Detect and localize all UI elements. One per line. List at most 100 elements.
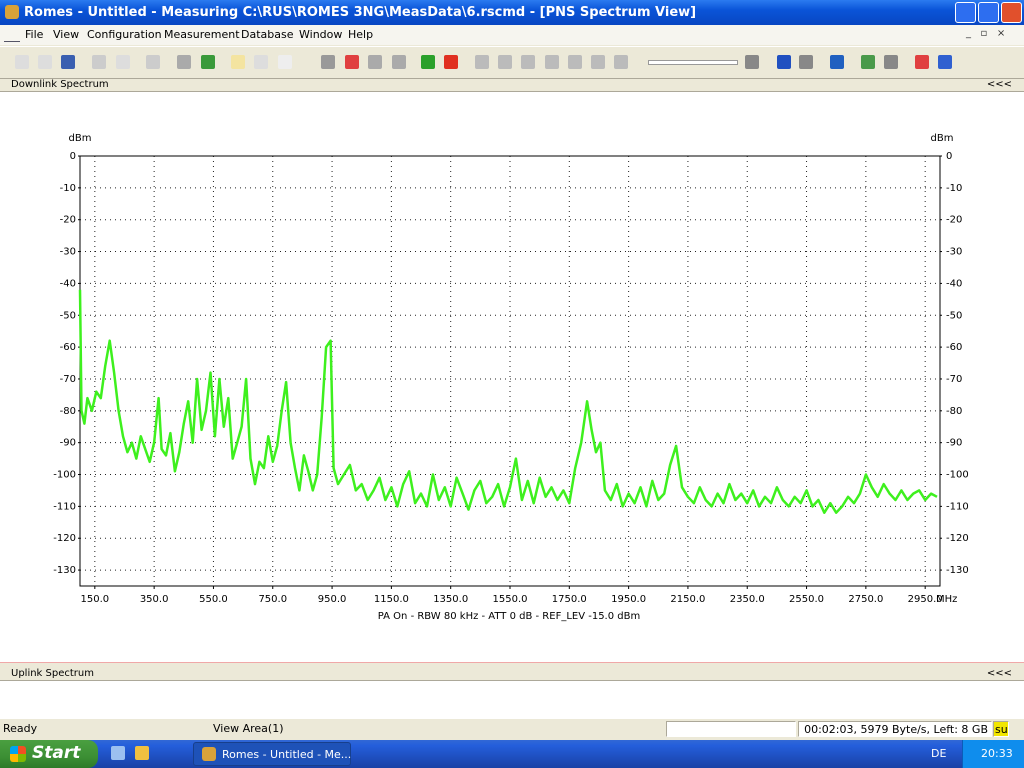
x-tick-label: 1350.0	[433, 594, 468, 605]
quick-launch-icon[interactable]	[111, 746, 125, 760]
mdi-buttons[interactable]: _ ▫ ×	[966, 28, 1006, 39]
status-view-area: View Area(1)	[210, 721, 664, 737]
y-tick-label: -110	[53, 501, 76, 512]
toolbar-button[interactable]	[884, 55, 898, 69]
status-field	[666, 721, 796, 737]
y2-tick-label: -10	[946, 183, 962, 194]
y-axis-label: dBm	[69, 133, 92, 144]
toolbar-button[interactable]	[568, 55, 582, 69]
y-tick-label: -40	[60, 278, 76, 289]
toolbar-button[interactable]	[201, 55, 215, 69]
y2-tick-label: -20	[946, 215, 962, 226]
close-button[interactable]	[1001, 2, 1022, 23]
quick-launch-icon[interactable]	[135, 746, 149, 760]
y-tick-label: -120	[53, 533, 76, 544]
y2-tick-label: -30	[946, 247, 962, 258]
y2-tick-label: -60	[946, 342, 962, 353]
x-tick-label: 2350.0	[730, 594, 765, 605]
y-tick-label: -80	[60, 406, 76, 417]
toolbar-button[interactable]	[421, 55, 435, 69]
language-indicator[interactable]: DE	[931, 747, 947, 760]
app-icon	[5, 5, 19, 19]
spectrum-line	[78, 289, 938, 514]
menu-item[interactable]: Help	[348, 28, 374, 41]
toolbar-button[interactable]	[521, 55, 535, 69]
x-tick-label: 950.0	[318, 594, 347, 605]
y-tick-label: -30	[60, 247, 76, 258]
x-tick-label: 150.0	[81, 594, 110, 605]
toolbar-button[interactable]	[777, 55, 791, 69]
uplink-area	[0, 681, 1024, 719]
system-tray: 20:33	[962, 740, 1024, 768]
menu-item[interactable]: Window	[299, 28, 343, 41]
toolbar-button[interactable]	[475, 55, 489, 69]
maximize-button[interactable]	[978, 2, 999, 23]
toolbar-button[interactable]	[591, 55, 605, 69]
toolbar-button[interactable]	[254, 55, 268, 69]
toolbar-button[interactable]	[278, 55, 292, 69]
toolbar-button[interactable]	[915, 55, 929, 69]
minimize-button[interactable]	[955, 2, 976, 23]
task-label: Romes - Untitled - Me...	[222, 748, 352, 761]
menu-bar: _ ▫ × File View Configuration Measurement Da…	[0, 25, 1024, 45]
y2-tick-label: -120	[946, 533, 969, 544]
toolbar-button[interactable]	[498, 55, 512, 69]
y2-tick-label: -90	[946, 438, 962, 449]
x-tick-label: 750.0	[258, 594, 287, 605]
x-tick-label: 2550.0	[789, 594, 824, 605]
toolbar-button[interactable]	[15, 55, 29, 69]
title-bar: Romes - Untitled - Measuring C:\RUS\ROME…	[0, 0, 1024, 25]
toolbar-button[interactable]	[545, 55, 559, 69]
y2-tick-label: -110	[946, 501, 969, 512]
status-info: 00:02:03, 5979 Byte/s, Left: 8 GB	[798, 721, 992, 737]
toolbar-button[interactable]	[231, 55, 245, 69]
slider[interactable]	[648, 60, 738, 65]
taskbar: Start Romes - Untitled - Me... DE 20:33	[0, 740, 1024, 768]
toolbar	[0, 46, 1024, 79]
status-user: su	[993, 721, 1009, 737]
menu-item[interactable]: Database	[241, 28, 294, 41]
toolbar-button[interactable]	[38, 55, 52, 69]
toolbar-button[interactable]	[614, 55, 628, 69]
toolbar-button[interactable]	[368, 55, 382, 69]
menu-item[interactable]: Measurement	[164, 28, 240, 41]
x-tick-label: 1750.0	[552, 594, 587, 605]
y2-tick-label: -100	[946, 470, 969, 481]
toolbar-button[interactable]	[146, 55, 160, 69]
windows-logo	[10, 746, 26, 762]
toolbar-button[interactable]	[392, 55, 406, 69]
x-tick-label: 2950.0	[908, 594, 943, 605]
toolbar-button[interactable]	[745, 55, 759, 69]
doc-icon	[4, 29, 20, 42]
toolbar-button[interactable]	[830, 55, 844, 69]
y-tick-label: -60	[60, 342, 76, 353]
x-tick-label: 1950.0	[611, 594, 646, 605]
x-tick-label: 2750.0	[848, 594, 883, 605]
collapse-button[interactable]: <<<	[986, 79, 1012, 90]
start-button[interactable]: Start	[0, 740, 98, 768]
toolbar-button[interactable]	[321, 55, 335, 69]
task-button[interactable]: Romes - Untitled - Me...	[193, 742, 351, 766]
menu-item[interactable]: Configuration	[87, 28, 162, 41]
toolbar-button[interactable]	[444, 55, 458, 69]
toolbar-button[interactable]	[61, 55, 75, 69]
y-tick-label: -90	[60, 438, 76, 449]
window-title: Romes - Untitled - Measuring C:\RUS\ROME…	[24, 5, 697, 20]
y2-tick-label: -40	[946, 278, 962, 289]
toolbar-button[interactable]	[345, 55, 359, 69]
y-tick-label: -100	[53, 470, 76, 481]
menu-item[interactable]: File	[25, 28, 44, 41]
y2-tick-label: -70	[946, 374, 962, 385]
y-tick-label: -70	[60, 374, 76, 385]
toolbar-button[interactable]	[177, 55, 191, 69]
x-tick-label: 350.0	[140, 594, 169, 605]
x-tick-label: 2150.0	[670, 594, 705, 605]
toolbar-button[interactable]	[92, 55, 106, 69]
toolbar-button[interactable]	[861, 55, 875, 69]
toolbar-button[interactable]	[938, 55, 952, 69]
toolbar-button[interactable]	[116, 55, 130, 69]
menu-item[interactable]: View	[53, 28, 80, 41]
toolbar-button[interactable]	[799, 55, 813, 69]
collapse-button[interactable]: <<<	[986, 668, 1012, 679]
